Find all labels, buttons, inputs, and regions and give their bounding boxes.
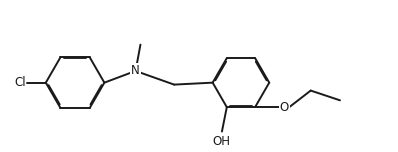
Text: OH: OH [212,135,230,149]
Text: O: O [280,101,289,114]
Text: Cl: Cl [15,76,26,89]
Text: N: N [131,64,140,77]
